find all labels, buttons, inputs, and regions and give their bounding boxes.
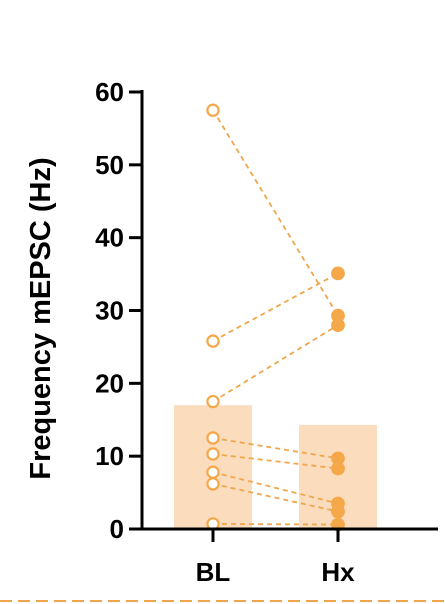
points-layer [206, 103, 345, 532]
axes-layer [129, 90, 438, 542]
point-bl-6 [206, 465, 220, 479]
paired-line-8 [212, 523, 339, 526]
y-tick-label-50: 50 [95, 150, 124, 180]
point-hx-5 [331, 461, 345, 476]
y-tick-label-30: 30 [95, 296, 124, 326]
labels-layer: 0 10 20 30 40 50 60 BL Hx [95, 77, 355, 587]
paired-line-3 [212, 324, 339, 403]
y-tick-label-20: 20 [95, 368, 124, 398]
paired-line-1 [212, 109, 339, 317]
y-tick-label-0: 0 [110, 514, 124, 544]
paired-line-7 [212, 482, 339, 513]
y-axis-title: Frequency mEPSC (Hz) [25, 157, 57, 479]
point-bl-1 [206, 103, 220, 117]
y-tick-label-40: 40 [95, 223, 124, 253]
paired-line-2 [212, 272, 339, 342]
paired-line-4 [212, 437, 339, 460]
paired-line-6 [212, 471, 339, 505]
paired-lines-layer [212, 109, 339, 526]
paired-line-5 [212, 453, 339, 470]
y-tick-label-60: 60 [95, 77, 124, 107]
x-category-label-hx: Hx [321, 557, 355, 587]
x-category-label-bl: BL [196, 557, 231, 587]
point-bl-3 [206, 394, 220, 409]
bars-layer [174, 405, 377, 529]
point-hx-7 [331, 504, 345, 519]
point-bl-4 [206, 431, 220, 445]
point-hx-2 [331, 266, 345, 281]
point-bl-5 [206, 447, 220, 461]
point-hx-3 [331, 318, 345, 332]
y-tick-label-10: 10 [95, 441, 124, 471]
point-bl-7 [206, 477, 220, 491]
point-bl-2 [206, 334, 220, 348]
